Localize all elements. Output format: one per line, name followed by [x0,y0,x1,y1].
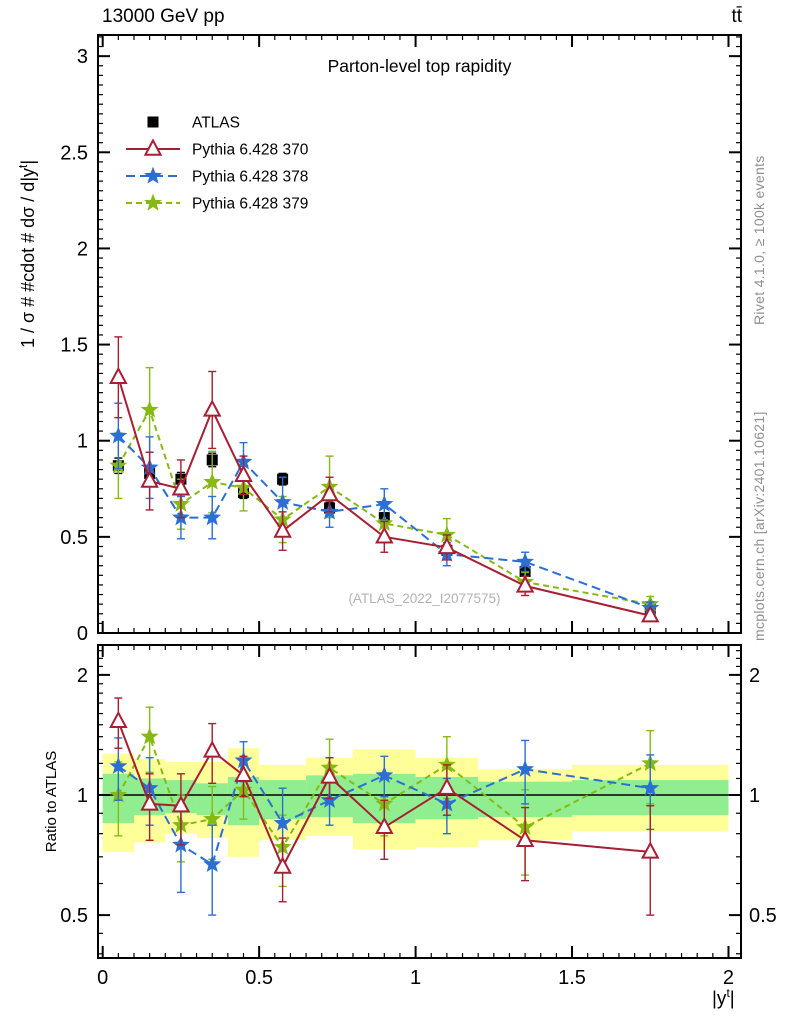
ratio-y-tick-label-right: 0.5 [749,905,777,927]
marker-triangle-open [109,366,128,384]
marker-triangle-open [640,841,660,859]
marker-triangle-open [273,856,292,874]
marker-triangle-open [437,777,457,795]
marker-triangle-open [234,464,253,483]
marker-star [140,727,159,745]
marker-star [109,426,128,444]
marker-star [320,790,339,808]
series-pythia-6-428-370 [109,336,660,623]
process-label: tt̄ [731,6,742,27]
marker-triangle-open [320,766,339,784]
ratio-y-tick-label-right: 1 [749,785,760,807]
marker-triangle-open [140,470,159,488]
x-axis-label-text: |y [712,988,727,1010]
marker-star [516,759,535,777]
marker-triangle-open [109,710,128,729]
marker-triangle-open [143,138,163,156]
x-tick-label: 1 [410,967,421,989]
plot-title: Parton-level top rapidity [328,56,512,76]
legend: ATLAS Pythia 6.428 370 Pythia 6.428 378 Pyt… [126,115,309,213]
marker-star [140,400,159,418]
main-y-tick-label: 0 [77,623,88,645]
x-tick-label: 1.5 [558,967,586,989]
marker-star [273,492,292,510]
main-panel: (ATLAS_2022_I2077575) Parton-level top ra… [97,34,742,634]
marker-triangle-open [202,399,222,417]
main-y-tick-label: 1 [77,431,88,453]
ratio-y-tick-label-left: 2 [77,665,88,687]
marker-triangle-open [320,483,339,502]
ratio-y-tick-label-left: 0.5 [60,905,88,927]
ratio-frame [97,644,742,959]
marker-triangle-open [171,478,191,496]
marker-triangle-open [375,816,394,834]
marker-star [375,494,394,512]
marker-star [203,854,222,873]
marker-triangle-open [515,829,535,847]
beam-energy-label: 13000 GeV pp [102,6,225,27]
x-axis-label-sup: t [726,986,730,1000]
marker-star [516,552,535,570]
main-y-tick-label: 2.5 [60,142,88,164]
marker-star [203,809,222,827]
marker-star [144,193,162,211]
marker-triangle-open [515,575,535,593]
marker-triangle-open [437,536,457,555]
marker-square [147,116,159,128]
axis-tick-labels: 0 0.5 1 1.5 2 2.5 3 0 0.5 1 1.5 2 0.5 0.5 1 1 2 2 [60,46,777,989]
marker-star [203,472,222,490]
ratio-series-pythia-6-428-370 [109,697,660,916]
x-tick-label: 2 [723,967,734,989]
marker-triangle-open [140,793,159,811]
marker-triangle-open [202,740,222,758]
ratio-y-tick-label-right: 2 [749,665,760,687]
main-y-tick-label: 1.5 [60,335,88,357]
marker-triangle-open [171,795,191,813]
ratio-panel: Ratio to ATLAS [43,644,742,959]
marker-star [273,813,292,831]
marker-triangle-open [640,605,660,623]
marker-star [144,166,162,184]
marker-star [375,765,394,783]
ratio-y-tick-label-left: 1 [77,785,88,807]
legend-label: ATLAS [192,115,240,132]
marker-triangle-open [375,526,394,544]
legend-label: Pythia 6.428 379 [192,196,308,213]
marker-triangle-open [234,764,253,783]
marker-star [641,778,660,796]
x-axis-label: |yt| [712,986,735,1010]
ratio-y-axis-label: Ratio to ATLAS [43,751,60,852]
x-tick-label: 0.5 [245,967,273,989]
main-y-tick-label: 2 [77,238,88,260]
marker-star [109,756,128,774]
legend-label: Pythia 6.428 378 [192,169,308,186]
series-pythia-6-428-378 [109,402,660,616]
marker-triangle-open [273,520,292,538]
main-y-tick-label: 0.5 [60,527,88,549]
x-axis-label-close: | [729,988,735,1010]
legend-label: Pythia 6.428 370 [192,142,309,159]
main-frame [97,34,742,634]
marker-star [203,508,222,526]
x-tick-label: 0 [97,967,108,989]
watermark: (ATLAS_2022_I2077575) [348,591,500,606]
main-y-tick-label: 3 [77,46,88,68]
